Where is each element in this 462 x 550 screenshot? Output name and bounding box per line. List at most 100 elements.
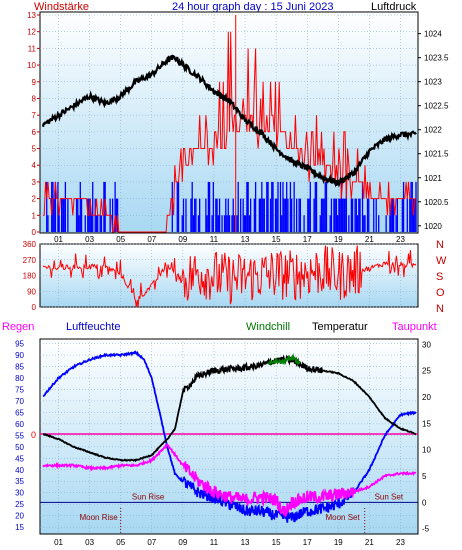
wind-tick-label: 7 [32,111,37,120]
wind-tick-label: 0 [32,228,37,237]
wind-tick-label: 11 [28,44,37,53]
time-tick-label: 19 [334,538,343,547]
humidity-tick-label: 60 [15,420,24,429]
sun-moon-events: Sun Rise Sun Set Moon Rise Moon Set [79,492,404,534]
legend-temperatur: Temperatur [312,321,368,333]
pressure-tick-label: 1020.5 [424,198,449,207]
wind-tick-label: 1 [32,211,37,220]
legend-regen: Regen [2,321,34,333]
time-tick-label: 05 [116,235,125,244]
humidity-tick-label: 30 [15,489,24,498]
humidity-tick-label: 80 [15,374,24,383]
time-tick-label: 07 [147,235,156,244]
legend-luftfeuchte: Luftfeuchte [66,321,120,333]
direction-tick-label: 180 [23,272,37,281]
time-tick-label: 11 [210,235,219,244]
pressure-tick-label: 1021.5 [424,150,449,159]
time-tick-label: 21 [365,538,374,547]
temperature-tick-label: 5 [422,472,427,481]
pressure-line [41,54,417,188]
humidity-tick-label: 35 [15,477,24,486]
temperature-tick-label: 20 [422,393,431,402]
time-tick-label: 09 [178,235,187,244]
time-tick-label: 09 [178,538,187,547]
humidity-axis-ticks: 15 20 25 30 35 40 45 50 55 60 65 70 75 80 85 90 95 [15,340,24,533]
humidity-tick-label: 65 [15,408,24,417]
sun-set-label: Sun Set [375,492,404,501]
wind-speed-line [43,31,416,233]
humidity-tick-label: 55 [15,431,24,440]
pressure-tick-label: 1023.5 [424,54,449,63]
humidity-tick-label: 95 [15,340,24,349]
pressure-tick-label: 1023 [424,78,442,87]
dewpoint-line [42,443,417,517]
time-tick-label: 13 [241,235,250,244]
wind-tick-label: 10 [27,61,36,70]
time-tick-label: 03 [85,538,94,547]
sun-rise-label: Sun Rise [132,492,165,501]
temperature-tick-label: 25 [422,367,431,376]
temperature-tick-label: 0 [422,498,427,507]
direction-axis-ticks: 0 90 180 270 360 [23,240,37,312]
wind-tick-label: 5 [32,145,37,154]
wind-tick-label: 4 [32,161,37,170]
header-title: 24 hour graph day : 15 Juni 2023 [172,1,333,13]
compass-label: W [436,255,447,267]
header-right-label: Luftdruck [371,1,417,13]
humidity-tick-label: 85 [15,363,24,372]
time-tick-label: 15 [272,538,281,547]
time-tick-label: 01 [54,235,63,244]
legend-windchill: Windchill [246,321,290,333]
humidity-tick-label: 75 [15,385,24,394]
wind-tick-label: 9 [32,78,37,87]
pressure-tick-label: 1021 [424,174,442,183]
temp-humidity-series [40,350,418,523]
moon-set-label: Moon Set [325,513,360,522]
wind-speed-series [43,15,416,233]
p1-time-axis-ticks: 01 03 05 07 09 11 13 15 17 19 21 23 [54,235,405,244]
time-tick-label: 05 [116,538,125,547]
pressure-tick-label: 1022.5 [424,102,449,111]
time-tick-label: 15 [272,235,281,244]
time-tick-label: 23 [396,235,405,244]
wind-tick-label: 3 [32,178,37,187]
humidity-tick-label: 45 [15,454,24,463]
p3-time-axis-ticks: 01 03 05 07 09 11 13 15 17 19 21 23 [54,538,405,547]
moon-rise-label: Moon Rise [79,513,118,522]
wind-tick-label: 13 [27,11,36,20]
pressure-series [41,54,417,188]
wind-tick-label: 6 [32,128,37,137]
time-tick-label: 11 [210,538,219,547]
humidity-tick-label: 40 [15,466,24,475]
time-tick-label: 17 [303,235,312,244]
time-tick-label: 13 [241,538,250,547]
humidity-tick-label: 70 [15,397,24,406]
compass-label: O [436,287,445,299]
direction-tick-label: 270 [23,256,37,265]
wind-tick-label: 12 [27,28,36,37]
time-tick-label: 07 [147,538,156,547]
direction-tick-label: 360 [23,240,37,249]
compass-label: N [436,303,444,315]
legend-taupunkt: Taupunkt [392,321,437,333]
temperature-tick-label: 10 [422,446,431,455]
pressure-tick-label: 1022 [424,126,442,135]
humidity-tick-label: 90 [15,351,24,360]
wind-tick-label: 2 [32,195,37,204]
humidity-tick-label: 20 [15,512,24,521]
humidity-tick-label: 15 [15,523,24,532]
compass-label: N [436,239,444,251]
time-tick-label: 03 [85,235,94,244]
pressure-tick-label: 1024 [424,30,442,39]
direction-tick-label: 0 [32,303,37,312]
temperature-line [42,354,417,463]
compass-label: S [436,271,443,283]
temperature-tick-label: 15 [422,419,431,428]
time-tick-label: 01 [54,538,63,547]
wind-direction-series [42,245,417,308]
pressure-axis-ticks: 1020 1020.5 1021 1021.5 1022 1022.5 1023 1023.5… [418,30,449,231]
wind-direction-line [42,245,417,308]
